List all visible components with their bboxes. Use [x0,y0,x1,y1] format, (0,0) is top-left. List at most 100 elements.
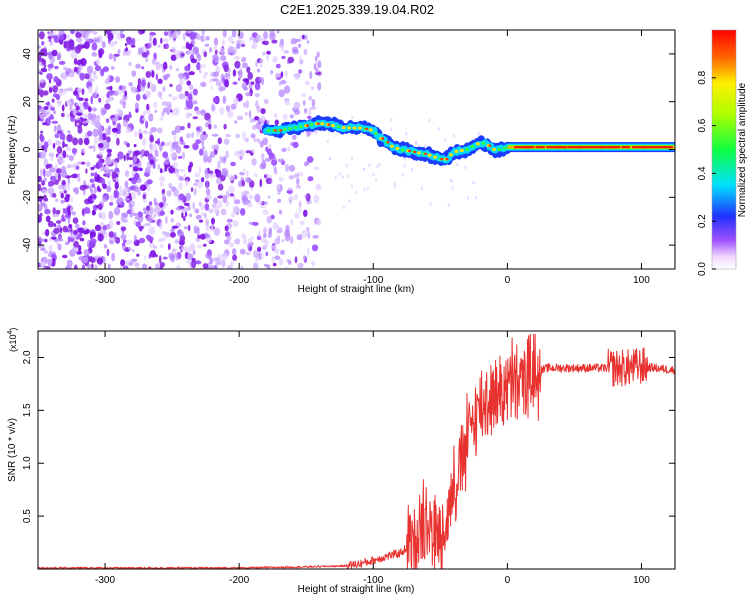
ridge-core [470,145,475,149]
noise-speck [194,208,200,214]
noise-speck [199,233,207,240]
noise-speck [146,103,150,111]
noise-speck [193,187,197,196]
noise-speck [213,124,217,129]
noise-speck [84,98,89,102]
noise-speck [277,190,281,195]
noise-speck [200,133,207,141]
noise-speck [49,41,53,46]
noise-speck [191,259,197,269]
noise-speck [92,107,97,112]
noise-speck [47,31,50,35]
noise-speck [240,265,243,269]
noise-speck [86,183,92,187]
noise-speck [41,58,46,65]
tail-band-peak [567,145,582,149]
noise-speck [67,206,70,212]
noise-speck [212,96,219,104]
noise-speck [88,145,94,149]
noise-speck [95,122,102,129]
noise-speck [122,265,129,269]
noise-speck [130,44,136,48]
noise-speck [83,41,90,49]
noise-speck [75,32,82,39]
noise-speck [179,168,185,172]
noise-speck [70,30,75,35]
noise-speck [250,117,253,124]
noise-speck [456,162,459,167]
noise-speck [208,47,213,53]
noise-speck [81,88,85,96]
noise-speck [125,127,132,134]
noise-speck [218,86,224,92]
noise-speck [221,259,226,268]
noise-speck [44,238,48,243]
x-tick-label: -200 [229,275,249,286]
noise-speck [57,233,62,240]
noise-speck [92,197,95,202]
noise-speck [54,133,60,138]
noise-speck [146,50,150,55]
noise-speck [171,96,178,101]
noise-speck [213,37,219,46]
noise-speck [183,173,187,178]
noise-speck [171,248,177,253]
noise-speck [315,67,319,74]
noise-speck [85,119,91,124]
noise-speck [133,144,137,148]
noise-speck [73,187,76,193]
ridge-core [293,125,298,130]
noise-speck [88,106,92,113]
noise-speck [259,115,266,123]
noise-speck [56,154,60,161]
noise-speck [219,155,223,164]
noise-speck [172,141,179,147]
noise-speck [81,113,88,119]
noise-speck [144,166,151,175]
noise-speck [220,55,227,62]
noise-speck [91,42,98,51]
noise-speck [138,167,143,172]
ridge-core [488,144,492,147]
noise-speck [205,224,210,232]
noise-speck [275,63,281,69]
noise-speck [205,133,209,138]
noise-speck [39,78,45,83]
noise-speck [195,50,200,58]
noise-speck [141,66,145,70]
noise-speck [85,168,88,174]
noise-speck [190,58,198,64]
noise-speck [270,214,275,220]
x-tick-label: 0 [505,275,511,286]
noise-speck [54,198,59,203]
noise-speck [62,225,68,233]
noise-speck [213,205,218,214]
noise-speck [237,31,244,39]
noise-speck [114,160,118,169]
noise-speck [199,219,203,223]
noise-speck [155,140,160,144]
noise-speck [240,208,246,216]
noise-speck [56,124,62,133]
noise-speck [271,159,278,166]
noise-speck [142,207,147,212]
noise-speck [276,229,282,234]
noise-speck [350,156,354,161]
noise-speck [104,103,111,110]
noise-speck [41,41,45,46]
noise-speck [128,82,133,87]
ridge-core [273,129,277,132]
noise-speck [177,155,183,159]
y-tick-label: 0 [22,146,33,152]
noise-speck [221,39,225,46]
noise-speck [78,227,85,234]
noise-speck [70,50,78,60]
noise-speck [70,116,75,122]
noise-speck [200,177,205,183]
noise-speck [191,39,196,46]
noise-speck [301,93,307,97]
ridge-core [445,157,449,161]
noise-speck [98,212,103,218]
noise-speck [44,170,52,177]
ridge-core [408,149,411,153]
